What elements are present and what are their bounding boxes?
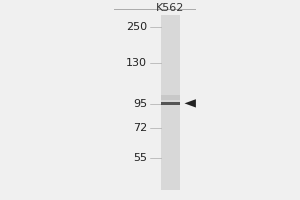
Polygon shape — [184, 99, 196, 108]
Bar — [160, 102, 180, 105]
Text: 72: 72 — [133, 123, 147, 133]
Text: 95: 95 — [133, 99, 147, 109]
Text: 130: 130 — [126, 58, 147, 68]
Bar — [160, 95, 180, 100]
Bar — [160, 15, 180, 190]
Text: 250: 250 — [126, 22, 147, 32]
Text: K562: K562 — [156, 3, 184, 13]
Text: 55: 55 — [133, 153, 147, 163]
